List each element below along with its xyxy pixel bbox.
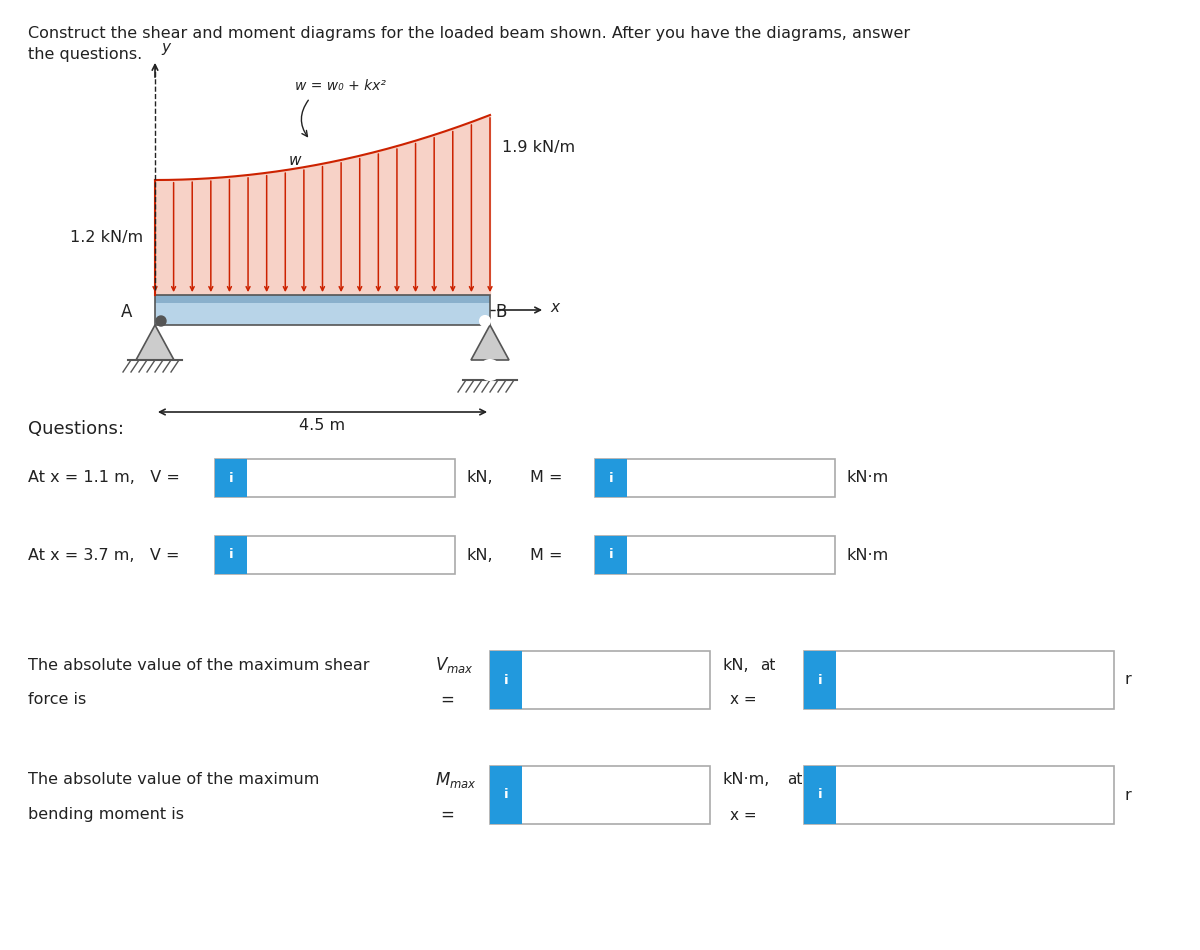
Text: kN·m: kN·m [847,547,889,562]
Bar [490,651,710,709]
Circle shape [480,316,490,326]
Text: kN,: kN, [467,547,493,562]
Bar [804,766,1114,824]
Text: at: at [787,772,803,788]
Text: x =: x = [730,693,757,708]
Text: Construct the shear and moment diagrams for the loaded beam shown. After you hav: Construct the shear and moment diagrams … [28,26,910,41]
Text: =: = [440,691,454,709]
Text: i: i [608,548,613,561]
Circle shape [156,316,166,326]
Text: r: r [1124,673,1130,688]
Bar [595,459,628,497]
Bar [595,536,628,574]
Text: $V_{max}$: $V_{max}$ [436,655,474,675]
Text: kN,: kN, [722,657,749,673]
Polygon shape [470,325,509,360]
Text: i: i [817,788,822,802]
Text: bending moment is: bending moment is [28,808,184,823]
Text: B: B [496,303,506,321]
Bar [490,766,522,824]
Text: i: i [817,674,822,687]
Text: the questions.: the questions. [28,47,143,62]
Text: kN·m: kN·m [847,470,889,485]
Text: The absolute value of the maximum: The absolute value of the maximum [28,772,319,788]
Text: y: y [161,40,170,55]
Text: x: x [550,299,559,314]
Text: x =: x = [730,808,757,823]
Bar [155,295,490,303]
Bar [804,766,836,824]
Text: M =: M = [530,547,563,562]
Text: A: A [121,303,132,321]
Bar [215,459,455,497]
Bar [804,651,836,709]
Text: =: = [440,806,454,824]
Polygon shape [136,325,174,360]
Text: i: i [229,548,233,561]
Text: kN,: kN, [467,470,493,485]
Text: i: i [608,471,613,484]
Text: i: i [504,674,509,687]
Text: 4.5 m: 4.5 m [300,418,346,433]
Bar [490,651,522,709]
Text: force is: force is [28,693,86,708]
Bar [155,295,490,325]
Text: i: i [504,788,509,802]
Bar [155,295,490,325]
Text: 1.2 kN/m: 1.2 kN/m [70,230,143,245]
Text: The absolute value of the maximum shear: The absolute value of the maximum shear [28,657,370,673]
Text: i: i [229,471,233,484]
Bar [595,459,835,497]
Text: $M_{max}$: $M_{max}$ [436,770,476,790]
Bar [215,536,455,574]
Text: At x = 1.1 m,   V =: At x = 1.1 m, V = [28,470,180,485]
Text: At x = 3.7 m,   V =: At x = 3.7 m, V = [28,547,180,562]
Circle shape [480,360,500,380]
Text: kN·m,: kN·m, [722,772,769,788]
Text: r: r [1124,788,1130,803]
Bar [804,651,1114,709]
Bar [215,536,247,574]
Bar [595,536,835,574]
Text: at: at [760,657,775,673]
Text: 1.9 kN/m: 1.9 kN/m [502,140,575,155]
Bar [215,459,247,497]
Text: Questions:: Questions: [28,420,124,438]
Text: w: w [289,153,301,168]
Text: M =: M = [530,470,563,485]
Text: w = w₀ + kx²: w = w₀ + kx² [295,79,386,93]
Bar [490,766,710,824]
